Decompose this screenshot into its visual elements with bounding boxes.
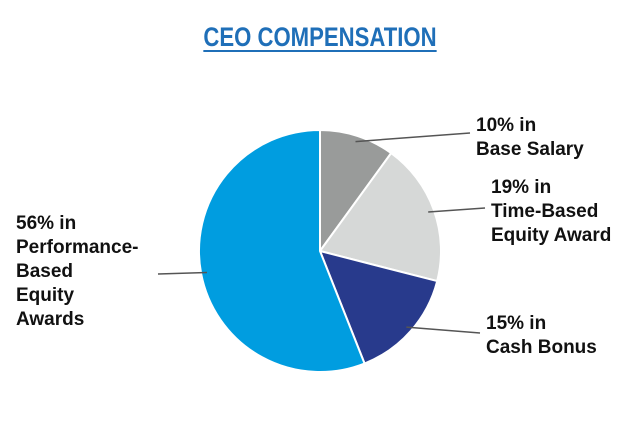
leader-time-based-equity bbox=[428, 207, 486, 213]
label-performance-equity-line: 56% in bbox=[16, 213, 77, 234]
slice-base-salary bbox=[319, 128, 393, 255]
slice-performance-equity bbox=[197, 128, 366, 373]
label-time-based-equity-line: Equity Award bbox=[491, 225, 612, 246]
label-performance-equity-line: Awards bbox=[16, 309, 85, 330]
leader-cash-bonus bbox=[406, 326, 481, 334]
label-performance-equity-line: Performance- bbox=[16, 237, 139, 258]
label-performance-equity-line: Based bbox=[16, 261, 74, 282]
chart-title-text: CEO COMPENSATION bbox=[203, 22, 437, 52]
label-base-salary-line: Base Salary bbox=[476, 139, 584, 160]
label-performance-equity-line: Equity bbox=[16, 285, 75, 306]
label-time-based-equity: 19% in Time-Based Equity Award bbox=[491, 176, 611, 248]
slice-time-based-equity bbox=[318, 151, 442, 283]
leader-performance-equity bbox=[157, 271, 208, 275]
label-performance-equity: 56% in Performance- Based Equity Awards bbox=[16, 212, 139, 332]
label-cash-bonus: 15% in Cash Bonus bbox=[486, 312, 597, 360]
chart-title: CEO COMPENSATION bbox=[58, 22, 583, 53]
slice-cash-bonus bbox=[318, 249, 439, 365]
label-time-based-equity-line: 19% in bbox=[491, 177, 552, 198]
label-cash-bonus-line: Cash Bonus bbox=[486, 337, 597, 358]
label-time-based-equity-line: Time-Based bbox=[491, 201, 599, 222]
label-base-salary: 10% in Base Salary bbox=[476, 114, 584, 162]
label-cash-bonus-line: 15% in bbox=[486, 313, 547, 334]
leader-base-salary bbox=[355, 132, 471, 143]
label-base-salary-line: 10% in bbox=[476, 115, 537, 136]
